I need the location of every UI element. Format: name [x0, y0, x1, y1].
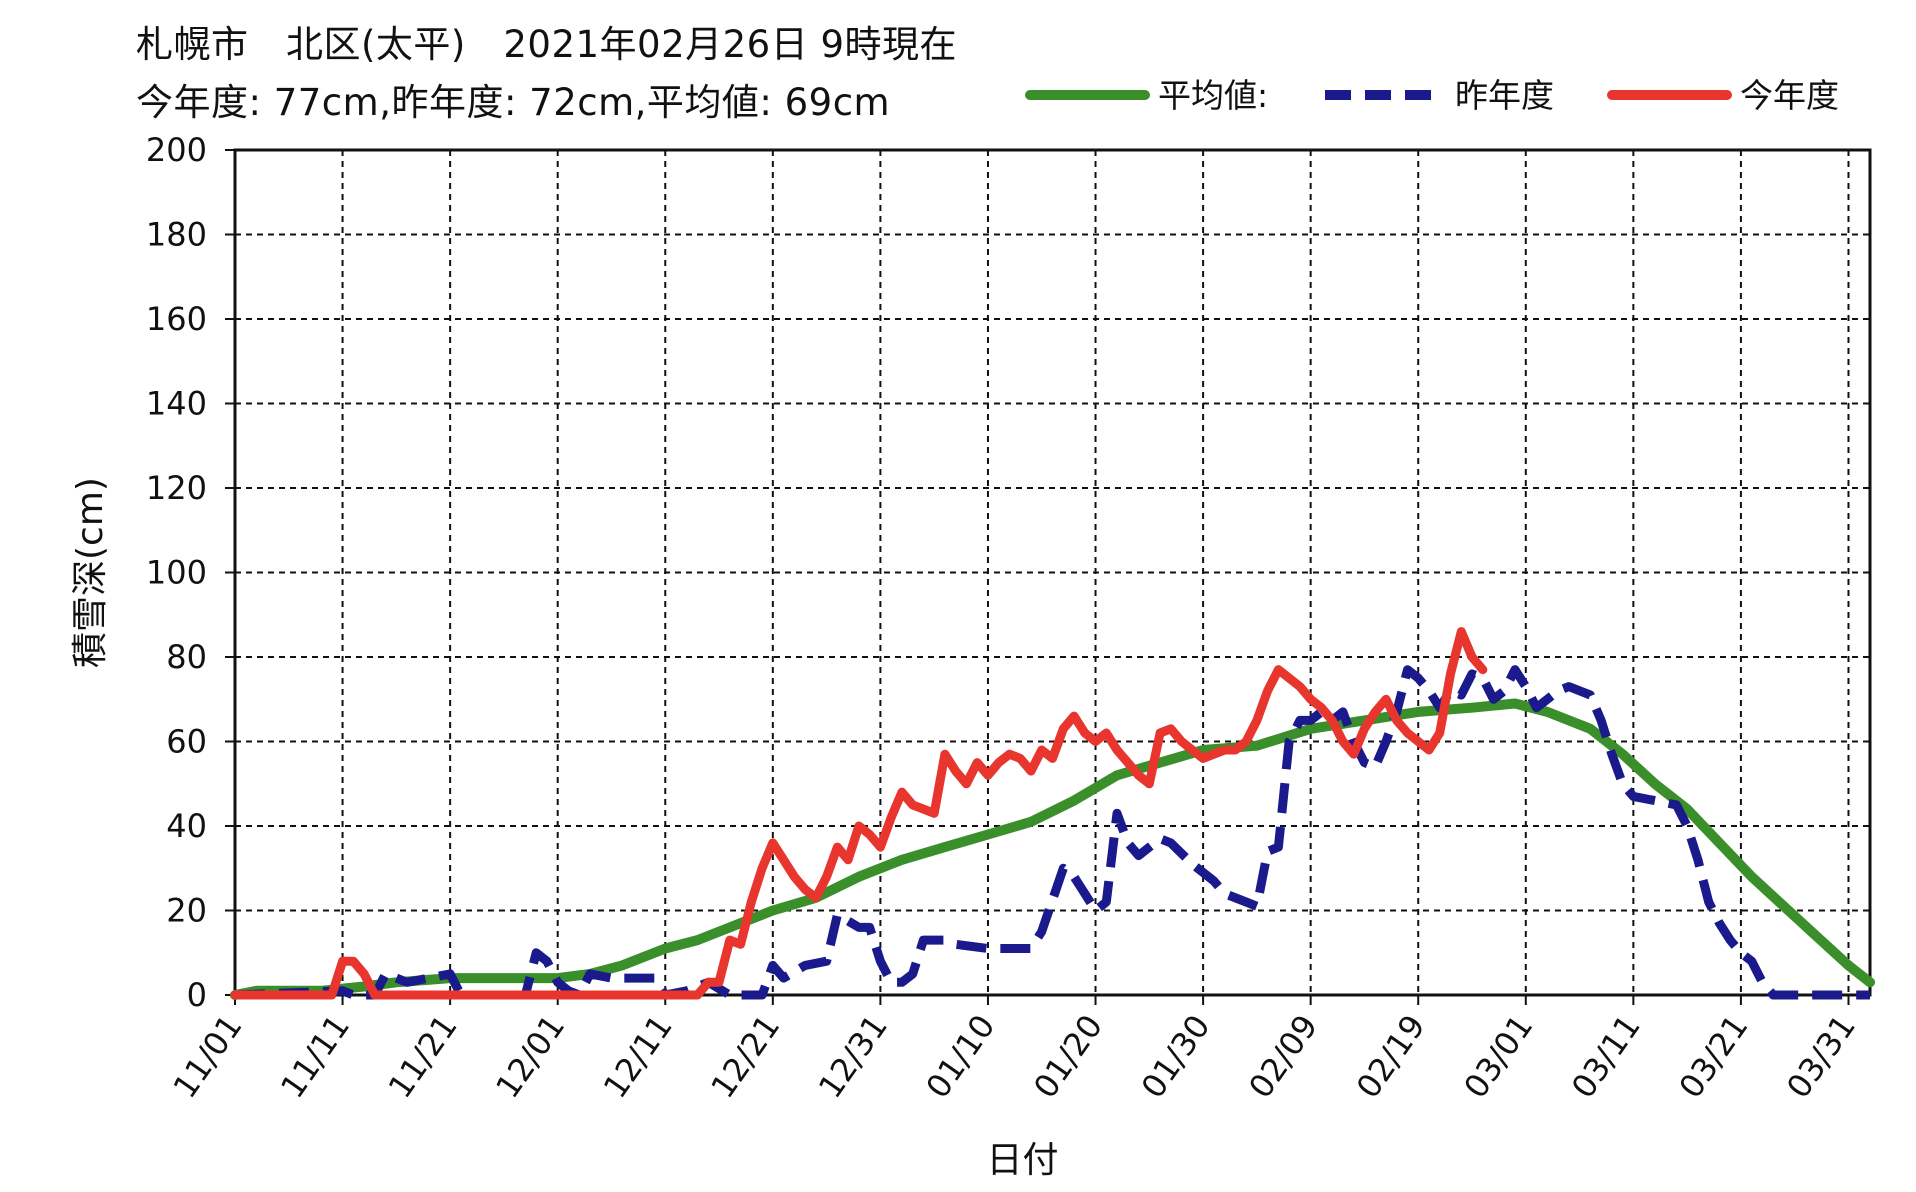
x-tick-label: 12/21	[703, 1008, 787, 1105]
y-tick-label: 60	[166, 723, 207, 761]
x-tick-label: 12/01	[488, 1008, 572, 1105]
legend-item-average: 平均値:	[1025, 76, 1268, 115]
y-tick-label: 200	[146, 131, 207, 169]
series-line-this-year	[230, 627, 1488, 1000]
x-axis-label: 日付	[986, 1140, 1058, 1181]
legend-item-last-year: 昨年度	[1325, 76, 1554, 115]
x-tick-label: 03/01	[1456, 1008, 1540, 1105]
legend-item-this-year: 今年度	[1607, 76, 1839, 115]
x-tick-label: 03/21	[1671, 1008, 1755, 1105]
x-tick-label: 11/11	[273, 1008, 357, 1105]
legend-label-average: 平均値:	[1158, 76, 1268, 115]
y-tick-label: 80	[166, 638, 207, 676]
y-tick-label: 160	[146, 300, 207, 338]
x-tick-label: 03/31	[1779, 1008, 1863, 1105]
x-tick-label: 02/19	[1349, 1008, 1433, 1105]
y-tick-label: 180	[146, 216, 207, 254]
series-this-year	[230, 627, 1488, 1000]
x-tick-label: 01/10	[918, 1008, 1002, 1105]
legend-label-last-year: 昨年度	[1455, 76, 1554, 115]
x-tick-label: 02/09	[1241, 1008, 1325, 1105]
y-tick-label: 140	[146, 385, 207, 423]
y-tick-label: 100	[146, 554, 207, 592]
series-line-average	[230, 698, 1875, 1000]
x-tick-label: 03/11	[1564, 1008, 1648, 1105]
y-tick-label: 40	[166, 807, 207, 845]
y-tick-label: 120	[146, 469, 207, 507]
chart-title: 札幌市 北区(太平) 2021年02月26日 9時現在	[136, 23, 957, 66]
x-tick-label: 12/11	[596, 1008, 680, 1105]
x-tick-label: 01/20	[1026, 1008, 1110, 1105]
legend-label-this-year: 今年度	[1740, 76, 1839, 115]
x-tick-label: 11/21	[381, 1008, 465, 1105]
x-tick-label: 12/31	[811, 1008, 895, 1105]
y-tick-label: 20	[166, 892, 207, 930]
chart-subtitle: 今年度: 77cm,昨年度: 72cm,平均値: 69cm	[136, 81, 891, 124]
x-tick-label: 11/01	[166, 1008, 250, 1105]
y-tick-label: 0	[187, 976, 207, 1014]
x-tick-label: 01/30	[1134, 1008, 1218, 1105]
y-axis-label: 積雪深(cm)	[70, 477, 111, 668]
series-average	[230, 698, 1875, 1000]
